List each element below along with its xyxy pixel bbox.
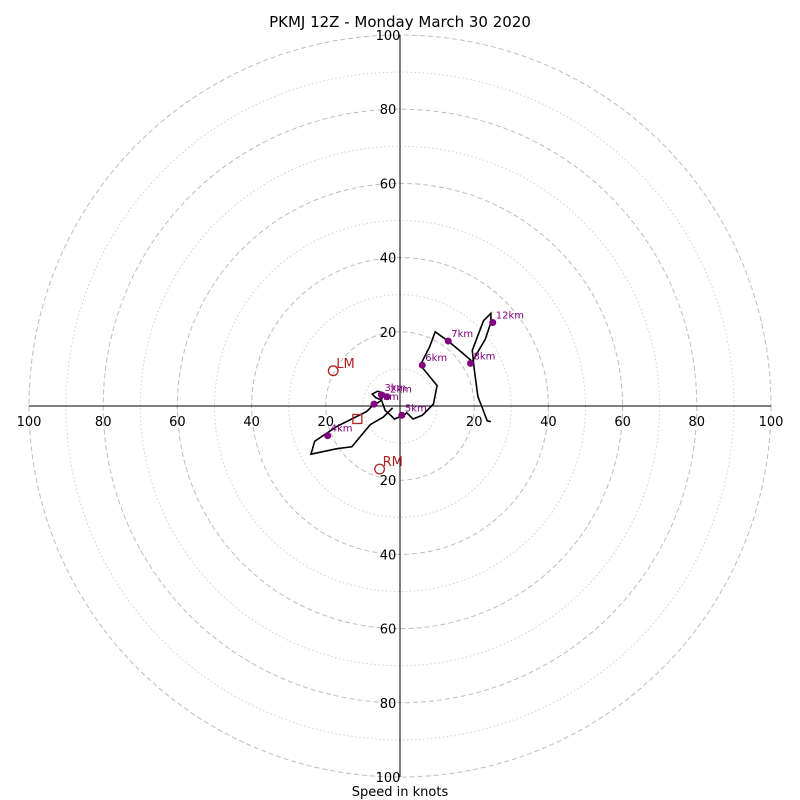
height-label: 6km — [425, 353, 447, 364]
height-marker-1km: 1km — [370, 392, 399, 408]
tick-label-y-top: 100 — [376, 29, 401, 44]
mean-wind-square — [352, 413, 363, 425]
tick-label-x-left: 100 — [17, 415, 42, 430]
tick-label-x-right: 100 — [759, 415, 784, 430]
height-marker-2km: 2km — [383, 385, 412, 401]
height-label: 12km — [496, 311, 524, 322]
storm-motion-LM: LM — [327, 357, 355, 377]
height-label: 3km — [384, 383, 406, 394]
storm-motion-circle — [374, 463, 386, 475]
height-marker-8km: 8km — [466, 351, 495, 367]
height-marker-4km: 4km — [324, 424, 353, 440]
height-marker-7km: 7km — [444, 329, 473, 345]
hodograph-line — [309, 311, 492, 456]
height-marker-6km: 6km — [418, 353, 447, 369]
x-axis-label: Speed in knots — [352, 785, 449, 800]
tick-label-y-bottom: 80 — [380, 697, 397, 712]
tick-label-x-left: 80 — [95, 415, 112, 430]
tick-label-y-top: 60 — [380, 177, 397, 192]
height-label: 1km — [377, 392, 399, 403]
tick-label-y-top: 20 — [380, 326, 397, 341]
height-marker-12km: 12km — [489, 311, 524, 327]
tick-label-y-bottom: 40 — [380, 548, 397, 563]
tick-label-x-right: 80 — [689, 415, 706, 430]
storm-motion-markers: LM RM — [327, 357, 403, 475]
tick-label-x-left: 20 — [318, 415, 335, 430]
height-point — [383, 393, 391, 401]
height-marker-3km: 3km — [377, 383, 406, 399]
chart-title: PKMJ 12Z - Monday March 30 2020 — [269, 13, 531, 31]
height-label: 2km — [390, 385, 412, 396]
height-point — [418, 361, 426, 369]
tick-label-x-left: 60 — [169, 415, 186, 430]
tick-label-x-right: 20 — [466, 415, 483, 430]
height-marker-5km: 5km — [398, 403, 427, 419]
storm-motion-mean — [352, 413, 363, 425]
height-label: 5km — [405, 403, 427, 414]
tick-label-y-bottom: 100 — [376, 771, 401, 786]
tick-label-x-left: 40 — [243, 415, 260, 430]
height-point — [370, 400, 378, 408]
storm-motion-RM: RM — [374, 455, 403, 475]
tick-label-y-bottom: 20 — [380, 474, 397, 489]
tick-label-y-bottom: 60 — [380, 623, 397, 638]
tick-label-x-right: 60 — [614, 415, 631, 430]
height-point — [489, 319, 497, 327]
tick-labels: 100 80 60 40 20 20 40 60 80 100 100 80 60 40 20 20 40 60 8… — [17, 29, 784, 786]
height-point — [324, 432, 332, 440]
tick-label-y-top: 80 — [380, 103, 397, 118]
height-point — [398, 411, 406, 419]
height-label: 8km — [473, 351, 495, 362]
storm-motion-label: LM — [336, 357, 354, 372]
height-label: 7km — [451, 329, 473, 340]
height-point — [377, 391, 385, 399]
height-label: 4km — [331, 424, 353, 435]
storm-motion-circle — [327, 365, 339, 377]
tick-label-x-right: 40 — [540, 415, 557, 430]
height-point — [444, 337, 452, 345]
tick-label-y-top: 40 — [380, 252, 397, 267]
storm-motion-label: RM — [383, 455, 403, 470]
height-point — [466, 359, 474, 367]
